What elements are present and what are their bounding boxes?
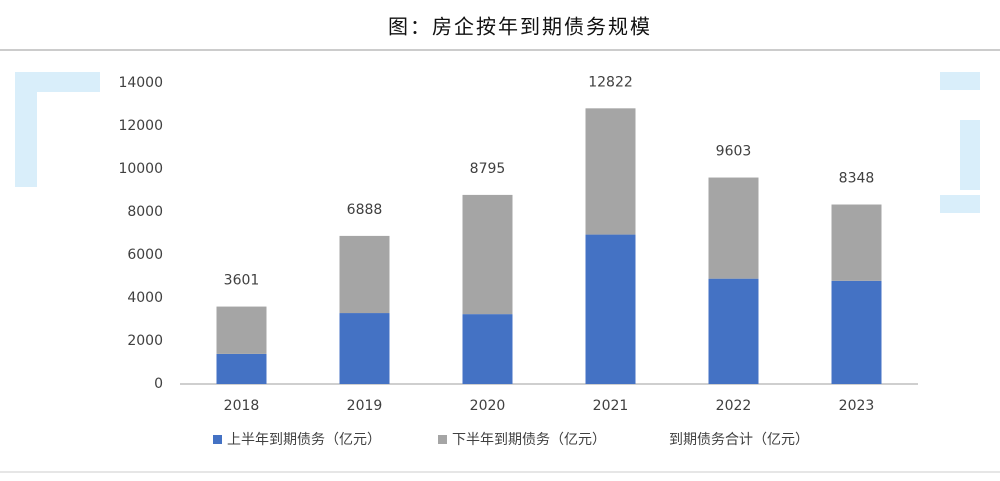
x-tick-label: 2023 [839, 398, 875, 414]
watermark-shape [960, 120, 980, 190]
x-tick-label: 2020 [470, 398, 506, 414]
data-label: 6888 [347, 202, 383, 218]
data-label: 12822 [588, 74, 633, 90]
data-label: 9603 [716, 144, 752, 160]
bar-segment [462, 314, 513, 384]
bar-segment [339, 313, 390, 384]
legend-label: 上半年到期债务（亿元） [227, 432, 381, 448]
y-tick-label: 6000 [127, 247, 163, 263]
bar-segment [585, 108, 636, 235]
legend-label: 到期债务合计（亿元） [669, 432, 809, 448]
data-label: 8348 [839, 171, 875, 187]
watermark-shape [940, 195, 980, 213]
legend-swatch [213, 435, 222, 444]
bar-segment [708, 278, 759, 384]
watermark [15, 72, 980, 213]
x-tick-label: 2022 [716, 398, 752, 414]
watermark-shape [940, 72, 980, 90]
watermark-shape [15, 72, 37, 187]
bar-segment [831, 280, 882, 384]
y-tick-label: 10000 [118, 161, 163, 177]
data-label: 3601 [224, 273, 260, 289]
y-tick-label: 2000 [127, 333, 163, 349]
legend-label: 下半年到期债务（亿元） [452, 432, 606, 448]
y-tick-label: 4000 [127, 290, 163, 306]
bar-segment [708, 177, 759, 279]
bar-segment [831, 204, 882, 281]
y-tick-label: 8000 [127, 204, 163, 220]
watermark-shape [15, 72, 100, 92]
chart-title: 图：房企按年到期债务规模 [388, 15, 652, 39]
x-tick-label: 2018 [224, 398, 260, 414]
bar-segment [216, 306, 267, 354]
bar-segment [462, 194, 513, 315]
y-tick-label: 14000 [118, 75, 163, 91]
x-tick-label: 2021 [593, 398, 629, 414]
bar-segment [585, 234, 636, 384]
data-label: 8795 [470, 161, 506, 177]
x-tick-label: 2019 [347, 398, 383, 414]
legend-swatch [438, 435, 447, 444]
y-tick-label: 0 [154, 376, 163, 392]
bar-segment [216, 353, 267, 384]
bar-segment [339, 235, 390, 314]
y-tick-label: 12000 [118, 118, 163, 134]
